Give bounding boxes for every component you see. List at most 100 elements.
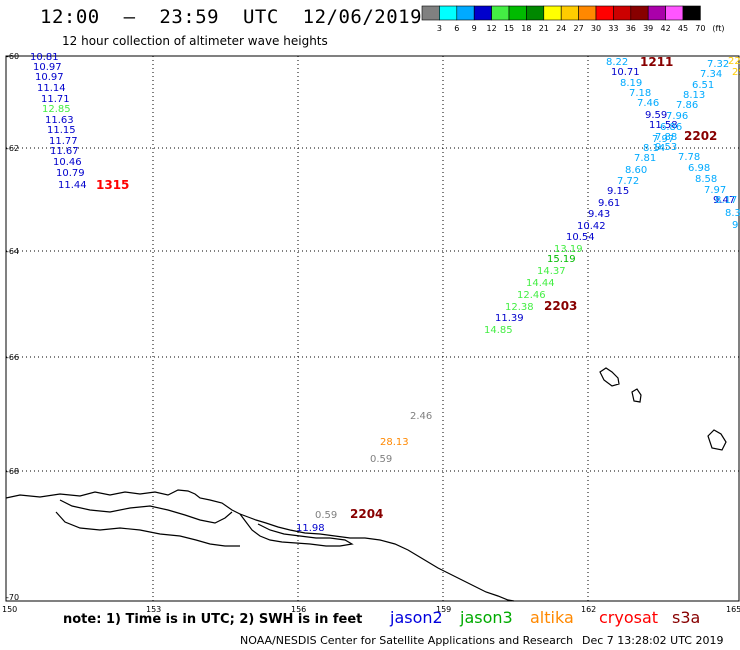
- wave-height-label: 10.97: [35, 72, 64, 83]
- wave-height-label: 7.78: [678, 152, 700, 163]
- wave-height-label: 28.13: [380, 437, 409, 448]
- legend-cryosat: cryosat: [599, 608, 659, 627]
- wave-height-values: 10.8110.9710.9711.1411.7112.8511.6311.15…: [30, 52, 740, 534]
- legend-swatch: [473, 5, 492, 21]
- legend-label: 12: [487, 24, 497, 33]
- wave-height-label: 10.46: [53, 157, 82, 168]
- legend-label: 33: [608, 24, 618, 33]
- legend-swatch: [456, 5, 475, 21]
- wave-height-label: 12.38: [505, 302, 534, 313]
- wave-height-label: 12.85: [42, 104, 71, 115]
- lon-label: 159: [436, 605, 451, 614]
- legend-label: 39: [643, 24, 653, 33]
- wave-height-label: 8.60: [625, 165, 647, 176]
- wave-height-label: 14.44: [526, 278, 555, 289]
- color-scale-legend: 3 6 9 12 15 18 21 24 27 30 33 36 39 42 45 70 (ft): [421, 5, 724, 33]
- wave-height-label: 29: [732, 67, 740, 78]
- wave-height-label: 22: [728, 56, 740, 67]
- lat-label: -64: [6, 247, 19, 256]
- wave-height-label: 14.37: [537, 266, 566, 277]
- wave-height-label: 7.88: [655, 132, 677, 143]
- wave-height-label: 9: [732, 220, 738, 231]
- wave-height-label: 10.97: [33, 62, 62, 73]
- wave-height-label: 7.32: [707, 59, 729, 70]
- lon-labels: 150 153 156 159 162 165: [2, 605, 740, 614]
- wave-height-label: 7.86: [676, 100, 698, 111]
- island-1: [599, 367, 620, 387]
- legend-swatch: [508, 5, 527, 21]
- legend-swatch: [560, 5, 579, 21]
- wave-height-label: 8.19: [620, 78, 642, 89]
- wave-height-label: 0.59: [370, 454, 392, 465]
- footer-note: note: 1) Time is in UTC; 2) SWH is in fe…: [63, 612, 363, 627]
- legend-swatch: [543, 5, 562, 21]
- wave-height-label: 11.67: [50, 146, 79, 157]
- wave-height-label: 11.15: [47, 125, 76, 136]
- wave-height-label: 11.58: [649, 120, 678, 131]
- legend-swatch: [665, 5, 684, 21]
- bay-outline: [239, 513, 354, 547]
- wave-height-label: 9.43: [588, 209, 610, 220]
- wave-height-label: 6.51: [692, 80, 714, 91]
- wave-height-label: 8.14: [643, 143, 665, 154]
- wave-height-label: 11.14: [37, 83, 66, 94]
- legend-label: 15: [504, 24, 514, 33]
- legend-swatch: [613, 5, 632, 21]
- legend-swatch: [630, 5, 649, 21]
- island-2: [631, 388, 642, 403]
- legend-altika: altika: [530, 608, 574, 627]
- legend-swatch: [595, 5, 614, 21]
- wave-height-label: 8.22: [606, 57, 628, 68]
- wave-height-label: 11.77: [49, 136, 78, 147]
- wave-height-label: 7.34: [700, 69, 722, 80]
- legend-unit: (ft): [712, 24, 724, 33]
- legend-swatch: [682, 5, 701, 21]
- wave-height-label: 7.97: [704, 185, 726, 196]
- legend-label: 30: [591, 24, 601, 33]
- page-subtitle: 12 hour collection of altimeter wave hei…: [62, 34, 328, 48]
- legend-label: 9: [472, 24, 477, 33]
- wave-height-label: 6.98: [688, 163, 710, 174]
- lat-label: -68: [6, 467, 19, 476]
- map-frame: [5, 55, 740, 602]
- graticule: [6, 56, 739, 601]
- lon-label: 153: [146, 605, 161, 614]
- legend-label: 42: [661, 24, 671, 33]
- wave-height-label: 6.86: [660, 122, 682, 133]
- wave-height-label: 7.46: [637, 98, 659, 109]
- lat-labels: -60 -62 -64 -66 -68 -70: [6, 52, 19, 602]
- wave-height-label: 10.79: [56, 168, 85, 179]
- legend-swatch: [421, 5, 440, 21]
- wave-height-label: 0.59: [315, 510, 337, 521]
- wave-height-label: 2.46: [410, 411, 432, 422]
- legend-label: 45: [678, 24, 688, 33]
- pass-time-label: 2204: [350, 507, 383, 521]
- coastline: [5, 367, 727, 602]
- wave-height-label: 8.17: [715, 195, 737, 206]
- wave-height-label: 14.85: [484, 325, 513, 336]
- legend-label: 21: [539, 24, 549, 33]
- pass-time-labels: 1315 1211 2202 2203 2204: [96, 55, 717, 521]
- legend-swatch: [439, 5, 458, 21]
- lon-label: 162: [581, 605, 596, 614]
- lat-label: -62: [6, 144, 19, 153]
- wave-height-label: 11.39: [495, 313, 524, 324]
- wave-height-label: 9.15: [607, 186, 629, 197]
- legend-label: 6: [454, 24, 459, 33]
- generation-date: Dec 7 13:28:02 UTC 2019: [582, 634, 724, 647]
- wave-height-label: 11.63: [45, 115, 74, 126]
- wave-height-label: 7.96: [666, 111, 688, 122]
- legend-label: 36: [626, 24, 636, 33]
- wave-height-label: 7.81: [634, 153, 656, 164]
- legend-jason3: jason3: [460, 608, 513, 627]
- wave-height-label: 11.98: [296, 523, 325, 534]
- wave-height-label: 9.59: [645, 110, 667, 121]
- legend-swatch: [578, 5, 597, 21]
- lon-label: 150: [2, 605, 17, 614]
- legend-label: 3: [437, 24, 442, 33]
- legend-jason2: jason2: [390, 608, 443, 627]
- wave-height-label: 15.19: [547, 254, 576, 265]
- legend-label: 24: [556, 24, 566, 33]
- wave-height-label: 9.53: [655, 142, 677, 153]
